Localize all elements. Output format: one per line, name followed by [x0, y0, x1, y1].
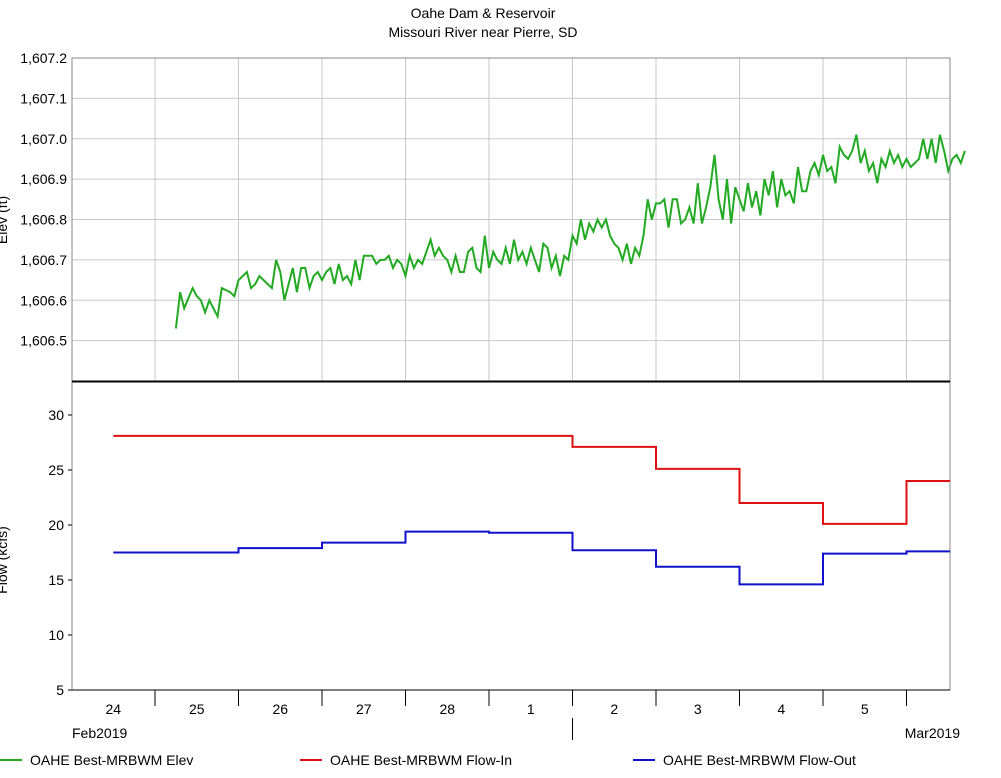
x-day-label: 24: [105, 701, 121, 717]
chart-title: Oahe Dam & Reservoir: [411, 5, 556, 21]
bottom-ytick-label: 5: [56, 682, 64, 698]
month-label-feb: Feb2019: [72, 725, 127, 741]
top-panel: 1,606.5 1,606.6 1,606.7 1,606.8 1,606.9 1,607…: [20, 50, 966, 382]
flow-in-series-line: [113, 434, 950, 525]
chart-subtitle: Missouri River near Pierre, SD: [388, 24, 577, 40]
top-ylabel: Elev (ft): [0, 196, 10, 244]
elev-series-line: [174, 134, 966, 329]
bottom-frame: [71, 381, 951, 691]
x-day-label: 1: [527, 701, 535, 717]
top-ytick-label: 1,607.2: [20, 50, 67, 66]
x-day-label: 4: [777, 701, 785, 717]
bottom-ytick-label: 30: [48, 407, 64, 423]
month-label-mar: Mar2019: [905, 725, 960, 741]
legend: OAHE Best-MRBWM Elev OAHE Best-MRBWM Flow…: [0, 752, 856, 768]
x-day-label: 2: [610, 701, 618, 717]
x-day-label: 26: [272, 701, 288, 717]
legend-label: OAHE Best-MRBWM Elev: [30, 752, 193, 768]
top-ytick-label: 1,606.6: [20, 292, 67, 308]
x-day-label: 5: [861, 701, 869, 717]
bottom-ytick-label: 20: [48, 517, 64, 533]
bottom-ytick-label: 25: [48, 462, 64, 478]
x-day-label: 28: [439, 701, 455, 717]
x-day-label: 3: [694, 701, 702, 717]
legend-label: OAHE Best-MRBWM Flow-Out: [663, 752, 856, 768]
top-ytick-label: 1,607.0: [20, 131, 67, 147]
bottom-ylabel: Flow (kcfs): [0, 526, 10, 594]
top-ytick-label: 1,606.9: [20, 171, 67, 187]
top-ytick-label: 1,606.7: [20, 252, 67, 268]
top-ytick-label: 1,607.1: [20, 90, 67, 106]
top-ytick-label: 1,606.5: [20, 333, 67, 349]
top-ytick-label: 1,606.8: [20, 212, 67, 228]
x-day-label: 25: [189, 701, 205, 717]
legend-label: OAHE Best-MRBWM Flow-In: [330, 752, 512, 768]
x-axis: 24 25 26 27 28 1 2 3 4 5: [72, 689, 950, 740]
x-day-label: 27: [356, 701, 372, 717]
bottom-ytick-label: 10: [48, 627, 64, 643]
bottom-panel: 5 10 15 20 25 30: [48, 380, 951, 698]
flow-out-series-line: [113, 530, 950, 586]
bottom-ytick-label: 15: [48, 572, 64, 588]
